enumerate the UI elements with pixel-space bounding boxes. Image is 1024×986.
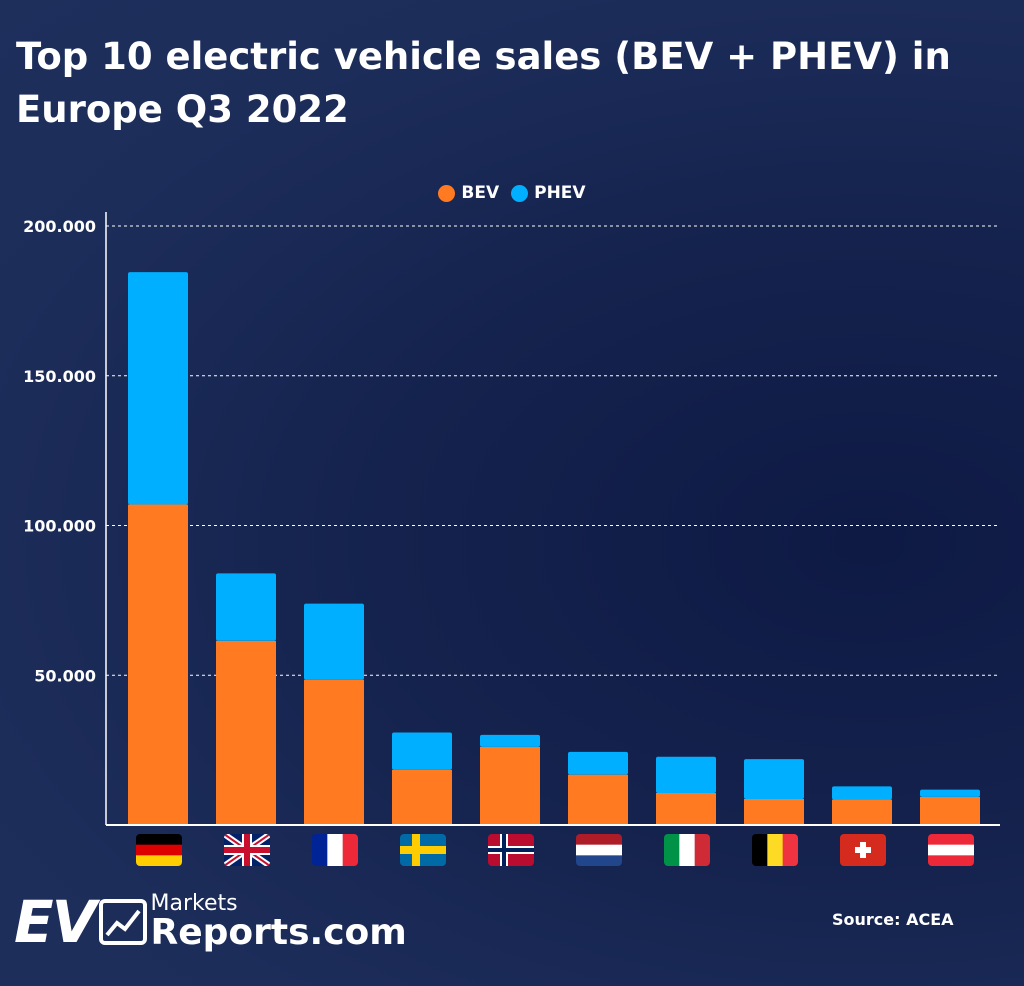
bar-bev-sweden [392, 769, 452, 825]
logo-markets: Markets [150, 891, 238, 916]
logo-reports: Reports.com [150, 912, 407, 953]
y-tick-label: 150.000 [23, 367, 96, 386]
flag-uk-icon [224, 834, 270, 866]
bar-bev-norway [480, 746, 540, 825]
logo-ev: EV [14, 888, 97, 956]
bar-phev-germany [128, 272, 188, 505]
flag-switzerland-icon [840, 834, 886, 866]
bar-bev-belgium [744, 798, 804, 825]
bar-phev-switzerland [832, 786, 892, 800]
bar-bev-netherlands [568, 774, 628, 825]
bar-bev-united-kingdom [216, 640, 276, 825]
y-tick-label: 100.000 [23, 517, 96, 536]
bev-swatch [438, 184, 456, 202]
bar-phev-united-kingdom [216, 573, 276, 641]
bar-phev-norway [480, 734, 540, 747]
legend: BEV PHEV [0, 183, 1024, 203]
flag-belgium-icon [752, 834, 798, 866]
legend-phev: PHEV [511, 183, 586, 203]
bar-phev-sweden [392, 732, 452, 770]
bar-phev-austria [920, 789, 980, 797]
bar-bev-italy [656, 792, 716, 825]
chart-trend-icon [98, 899, 147, 945]
source-note: Source: ACEA [832, 910, 954, 929]
logo: EV Markets Reports.com [14, 888, 407, 956]
bar-phev-italy [656, 756, 716, 793]
flag-norway-icon [488, 834, 534, 866]
flag-netherlands-icon [576, 834, 622, 866]
flag-austria-icon [928, 834, 974, 866]
flag-france-icon [312, 834, 358, 866]
bar-bev-france [304, 679, 364, 825]
bar-bev-austria [920, 796, 980, 825]
bar-phev-belgium [744, 759, 804, 799]
bar-bev-switzerland [832, 799, 892, 825]
legend-bev-label: BEV [461, 183, 500, 203]
bar-chart: 50.000 100.000 150.000 200.000 [23, 217, 980, 866]
legend-bev: BEV [438, 183, 499, 203]
flag-sweden-icon [400, 834, 446, 866]
legend-phev-label: PHEV [534, 183, 586, 203]
y-tick-label: 50.000 [34, 666, 96, 685]
phev-swatch [511, 184, 529, 202]
flag-italy-icon [664, 834, 710, 866]
bar-phev-netherlands [568, 751, 628, 775]
flag-germany-icon [136, 834, 182, 866]
bar-phev-france [304, 603, 364, 680]
bar-bev-germany [128, 504, 188, 825]
y-tick-label: 200.000 [23, 217, 96, 236]
chart-title: Top 10 electric vehicle sales (BEV + PHE… [16, 35, 951, 131]
